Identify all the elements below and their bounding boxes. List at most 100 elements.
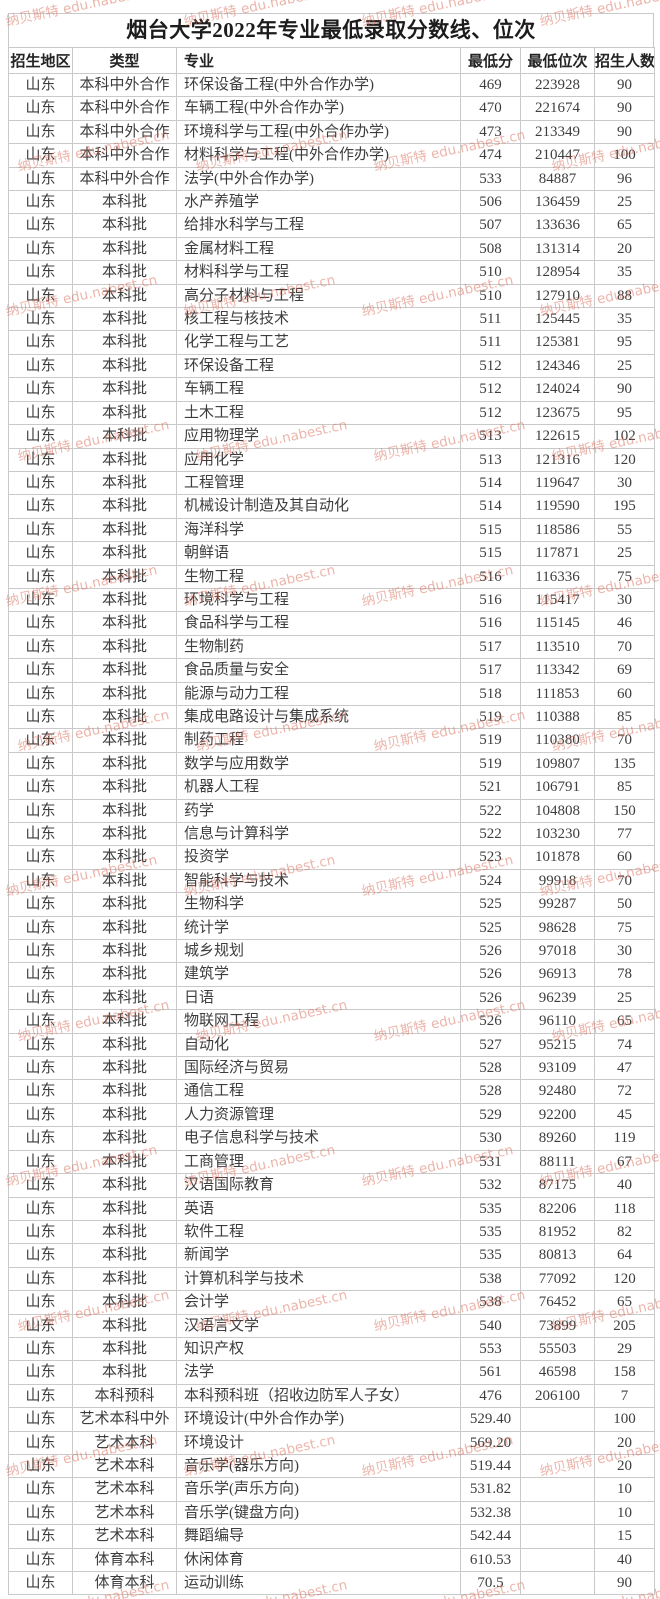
cell-region: 山东	[8, 400, 73, 426]
cell-region: 山东	[8, 1243, 73, 1268]
table-row: 山东 本科中外合作 法学(中外合作办学) 533 84887 96	[8, 166, 655, 192]
table-row: 山东 艺术本科 音乐学(声乐方向) 531.82 10	[8, 1477, 655, 1502]
cell-type: 本科批	[72, 1219, 177, 1245]
cell-region: 山东	[8, 681, 73, 706]
cell-region: 山东	[8, 1524, 73, 1549]
cell-enrollment: 90	[594, 1570, 655, 1596]
cell-region: 山东	[8, 798, 73, 824]
cell-min-score: 529.40	[460, 1407, 521, 1432]
cell-enrollment: 72	[594, 1079, 655, 1104]
table-row: 山东 本科批 信息与计算科学 522 103230 77	[8, 821, 655, 847]
cell-type: 本科批	[72, 307, 177, 332]
cell-min-score: 519	[460, 751, 521, 777]
cell-region: 山东	[8, 704, 73, 730]
table-row: 山东 本科批 工程管理 514 119647 30	[8, 470, 655, 496]
cell-type: 本科预科	[72, 1383, 177, 1409]
cell-min-score: 517	[460, 634, 521, 660]
cell-major: 舞蹈编导	[176, 1524, 461, 1549]
table-row: 山东 本科批 应用化学 513 121316 120	[8, 447, 655, 472]
table-row: 山东 体育本科 运动训练 70.5 90	[8, 1570, 655, 1596]
cell-min-score: 516	[460, 611, 521, 636]
cell-region: 山东	[8, 821, 73, 847]
cell-min-score: 513	[460, 424, 521, 449]
cell-major: 生物工程	[176, 564, 461, 589]
cell-enrollment: 15	[594, 1524, 655, 1549]
cell-min-score: 540	[460, 1313, 521, 1338]
table-row: 山东 本科中外合作 环保设备工程(中外合作办学) 469 223928 90	[8, 72, 655, 98]
cell-major: 能源与动力工程	[176, 681, 461, 706]
cell-type: 体育本科	[72, 1547, 177, 1573]
cell-type: 本科批	[72, 681, 177, 706]
table-row: 山东 本科批 水产养殖学 506 136459 25	[8, 190, 655, 215]
cell-min-score: 561	[460, 1360, 521, 1385]
cell-major: 给排水科学与工程	[176, 213, 461, 238]
cell-min-score: 523	[460, 845, 521, 870]
cell-enrollment: 95	[594, 400, 655, 426]
cell-min-rank	[520, 1524, 595, 1549]
cell-major: 化学工程与工艺	[176, 330, 461, 355]
cell-type: 艺术本科	[72, 1500, 177, 1526]
cell-min-score: 519	[460, 728, 521, 753]
col-header-type: 类型	[72, 47, 177, 74]
cell-type: 本科批	[72, 1313, 177, 1338]
cell-min-rank: 206100	[520, 1383, 595, 1409]
cell-type: 本科批	[72, 798, 177, 824]
col-header-region: 招生地区	[8, 47, 73, 74]
cell-major: 工商管理	[176, 1149, 461, 1175]
cell-min-rank: 55503	[520, 1336, 595, 1362]
cell-type: 本科批	[72, 470, 177, 496]
cell-major: 机械设计制造及其自动化	[176, 494, 461, 519]
cell-major: 物联网工程	[176, 1009, 461, 1034]
cell-enrollment: 158	[594, 1360, 655, 1385]
cell-type: 艺术本科	[72, 1453, 177, 1479]
cell-major: 软件工程	[176, 1219, 461, 1245]
cell-major: 水产养殖学	[176, 190, 461, 215]
table-body: 山东 本科中外合作 环保设备工程(中外合作办学) 469 223928 90 山东 本科中外合…	[8, 72, 655, 1596]
table-row: 山东 本科预科 本科预科班（招收边防军人子女） 476 206100 7	[8, 1383, 655, 1409]
cell-region: 山东	[8, 470, 73, 496]
table-row: 山东 本科批 应用物理学 513 122615 102	[8, 424, 655, 449]
cell-min-score: 512	[460, 400, 521, 426]
cell-major: 高分子材料与工程	[176, 283, 461, 309]
cell-major: 新闻学	[176, 1243, 461, 1268]
table-row: 山东 本科批 新闻学 535 80813 64	[8, 1243, 655, 1268]
cell-major: 通信工程	[176, 1079, 461, 1104]
col-header-min-score: 最低分	[460, 47, 521, 74]
cell-region: 山东	[8, 634, 73, 660]
cell-region: 山东	[8, 868, 73, 894]
cell-enrollment: 64	[594, 1243, 655, 1268]
cell-enrollment: 70	[594, 728, 655, 753]
table-row: 山东 本科批 药学 522 104808 150	[8, 798, 655, 824]
cell-min-rank: 109807	[520, 751, 595, 777]
cell-region: 山东	[8, 1336, 73, 1362]
cell-type: 本科中外合作	[72, 72, 177, 98]
cell-type: 艺术本科中外	[72, 1407, 177, 1432]
cell-min-score: 531.82	[460, 1477, 521, 1502]
cell-min-score: 474	[460, 143, 521, 168]
cell-major: 电子信息科学与技术	[176, 1126, 461, 1151]
cell-min-score: 532.38	[460, 1500, 521, 1526]
cell-region: 山东	[8, 658, 73, 683]
cell-major: 汉语国际教育	[176, 1173, 461, 1198]
table-row: 山东 本科批 食品质量与安全 517 113342 69	[8, 658, 655, 683]
table-row: 山东 艺术本科 环境设计 569.20 20	[8, 1430, 655, 1455]
cell-min-rank: 113342	[520, 658, 595, 683]
cell-min-score: 512	[460, 377, 521, 402]
cell-min-rank: 96913	[520, 962, 595, 987]
cell-region: 山东	[8, 1500, 73, 1526]
cell-min-rank: 125381	[520, 330, 595, 355]
table-row: 山东 本科批 食品科学与工程 516 115145 46	[8, 611, 655, 636]
cell-type: 艺术本科	[72, 1524, 177, 1549]
cell-region: 山东	[8, 1009, 73, 1034]
cell-enrollment: 30	[594, 470, 655, 496]
cell-min-rank: 93109	[520, 1056, 595, 1081]
cell-min-rank: 133636	[520, 213, 595, 238]
cell-major: 环境设计	[176, 1430, 461, 1455]
cell-major: 药学	[176, 798, 461, 824]
cell-major: 机器人工程	[176, 775, 461, 800]
cell-min-rank: 123675	[520, 400, 595, 426]
cell-enrollment: 25	[594, 353, 655, 379]
cell-min-rank: 89260	[520, 1126, 595, 1151]
cell-type: 本科批	[72, 1360, 177, 1385]
